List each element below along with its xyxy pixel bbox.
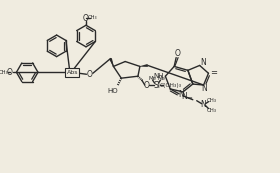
Text: C(CH₃)₃: C(CH₃)₃	[159, 83, 181, 88]
Text: CH₃: CH₃	[206, 98, 216, 103]
Text: N: N	[201, 58, 206, 67]
Text: N: N	[201, 100, 206, 109]
Text: O: O	[174, 49, 180, 58]
Text: N: N	[202, 84, 207, 93]
FancyBboxPatch shape	[66, 68, 79, 77]
Text: HO: HO	[107, 88, 118, 94]
Text: CH₃: CH₃	[0, 70, 8, 75]
Text: O: O	[7, 68, 13, 77]
Text: =: =	[210, 68, 217, 77]
Text: =: =	[186, 95, 192, 101]
Polygon shape	[109, 58, 114, 66]
Text: Me: Me	[157, 76, 165, 81]
Polygon shape	[140, 64, 148, 67]
Text: O: O	[87, 70, 93, 79]
Text: O: O	[144, 80, 150, 90]
Text: O: O	[83, 14, 89, 23]
Text: Si: Si	[153, 80, 160, 90]
Text: N: N	[181, 92, 187, 101]
Text: N: N	[178, 90, 184, 99]
Text: Abs: Abs	[67, 70, 78, 75]
Text: Me: Me	[149, 76, 157, 81]
Text: CH₃: CH₃	[206, 108, 216, 113]
Text: CH₃: CH₃	[88, 15, 98, 20]
Text: NH: NH	[153, 73, 164, 79]
